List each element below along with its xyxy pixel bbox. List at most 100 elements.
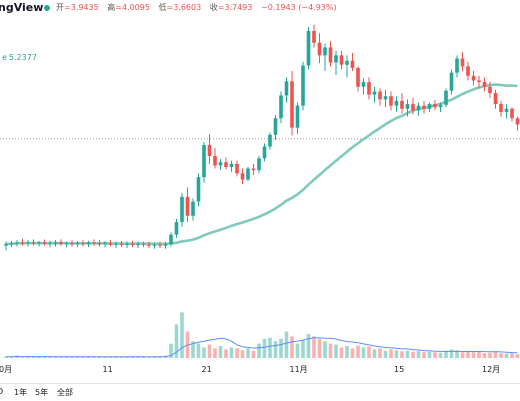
volume-bar bbox=[59, 357, 63, 358]
volume-bar bbox=[301, 339, 305, 358]
candle-body bbox=[86, 242, 91, 245]
volume-bar bbox=[130, 357, 135, 358]
candle-body bbox=[361, 82, 366, 87]
candle-body bbox=[103, 243, 107, 245]
candle-body bbox=[482, 82, 487, 87]
range-button-1y[interactable]: 1年 bbox=[14, 388, 28, 397]
candle-body bbox=[59, 242, 63, 245]
volume-bar bbox=[350, 348, 355, 358]
volume-bar bbox=[86, 357, 91, 358]
candle-body bbox=[460, 58, 465, 67]
moving-average-line bbox=[5, 83, 518, 246]
candle-body bbox=[4, 244, 8, 246]
candle-body bbox=[26, 242, 30, 244]
volume-bar bbox=[328, 343, 333, 358]
candle-body bbox=[224, 162, 228, 167]
price-chart[interactable]: 0月112111月1512月132022 bbox=[0, 0, 520, 383]
candle-body bbox=[174, 222, 179, 235]
volume-bar bbox=[240, 350, 245, 358]
status-dot-icon bbox=[44, 5, 50, 11]
change-value: −0.1943 (−4.93%) bbox=[261, 3, 337, 12]
range-button-all[interactable]: 全部 bbox=[57, 388, 73, 397]
candle-body bbox=[339, 55, 344, 65]
candle-body bbox=[136, 244, 140, 246]
candle-body bbox=[510, 108, 514, 119]
candle-body bbox=[42, 242, 47, 245]
candle-body bbox=[356, 67, 360, 87]
candle-body bbox=[125, 244, 129, 246]
volume-bar bbox=[356, 345, 360, 358]
volume-bar bbox=[290, 336, 294, 358]
candle-body bbox=[185, 196, 190, 216]
candle-body bbox=[279, 95, 283, 119]
candle-body bbox=[235, 163, 239, 174]
ohlc-readout: 开=3.9435 高=4.0095 低=3.6603 收=3.7493 −0.1… bbox=[56, 0, 343, 16]
candle-body bbox=[48, 243, 52, 245]
candle-body bbox=[202, 144, 206, 178]
volume-bar bbox=[372, 349, 377, 358]
candle-body bbox=[141, 244, 146, 246]
candle-body bbox=[251, 168, 256, 171]
chart-header: ngView 开=3.9435 高=4.0095 低=3.6603 收=3.74… bbox=[0, 0, 520, 16]
candle-body bbox=[158, 244, 162, 246]
volume-bar bbox=[48, 356, 52, 358]
candle-body bbox=[383, 96, 388, 100]
candle-body bbox=[119, 244, 124, 246]
candle-body bbox=[64, 243, 69, 245]
close-label: 收 bbox=[209, 3, 218, 12]
candle-body bbox=[477, 80, 481, 83]
x-axis-tick-label: 15 bbox=[394, 365, 404, 374]
range-button-d[interactable]: D bbox=[0, 387, 4, 396]
candle-body bbox=[37, 242, 41, 244]
volume-bar bbox=[504, 353, 509, 358]
candle-body bbox=[416, 105, 421, 111]
candle-body bbox=[262, 146, 267, 159]
volume-bar bbox=[180, 312, 184, 358]
open-value: =3.9435 bbox=[64, 3, 99, 12]
volume-bar bbox=[493, 352, 498, 358]
volume-bar bbox=[158, 357, 162, 358]
volume-bar bbox=[460, 352, 465, 358]
volume-bar bbox=[345, 346, 349, 358]
x-axis-tick-label: 0月 bbox=[0, 365, 12, 374]
range-button-5y[interactable]: 5年 bbox=[35, 388, 49, 397]
moving-average-label[interactable]: e 5.2377 bbox=[0, 53, 37, 62]
candle-body bbox=[9, 243, 14, 245]
volume-bar bbox=[306, 334, 311, 358]
volume-bar bbox=[361, 347, 366, 358]
volume-bar bbox=[9, 357, 14, 358]
volume-bar bbox=[20, 357, 25, 358]
candle-body bbox=[268, 134, 272, 147]
volume-bar bbox=[477, 351, 481, 358]
candle-body bbox=[427, 104, 432, 109]
volume-bar bbox=[405, 350, 410, 358]
volume-bar bbox=[31, 357, 36, 358]
candle-body bbox=[367, 82, 371, 95]
x-axis-tick-label: 21 bbox=[202, 365, 212, 374]
candle-body bbox=[328, 47, 333, 63]
volume-bar bbox=[367, 346, 371, 358]
candle-body bbox=[31, 242, 36, 244]
volume-bar bbox=[427, 351, 432, 358]
volume-bar bbox=[251, 350, 256, 358]
volume-bar bbox=[119, 357, 124, 358]
candle-body bbox=[466, 66, 470, 76]
candle-body bbox=[81, 243, 85, 245]
candle-body bbox=[438, 104, 443, 108]
volume-bar bbox=[422, 352, 426, 358]
volume-bar bbox=[444, 350, 448, 358]
volume-bar bbox=[114, 357, 118, 358]
volume-bar bbox=[224, 349, 228, 358]
volume-bar bbox=[196, 343, 201, 358]
volume-bar bbox=[147, 357, 151, 358]
volume-bar bbox=[235, 348, 239, 358]
candle-body bbox=[70, 243, 74, 245]
candle-body bbox=[213, 155, 217, 166]
volume-bar bbox=[383, 350, 388, 358]
volume-bar bbox=[295, 343, 300, 358]
volume-bar bbox=[411, 351, 415, 358]
candle-body bbox=[290, 81, 294, 128]
volume-bar bbox=[394, 350, 399, 358]
candle-body bbox=[400, 100, 404, 109]
candle-body bbox=[218, 162, 223, 166]
